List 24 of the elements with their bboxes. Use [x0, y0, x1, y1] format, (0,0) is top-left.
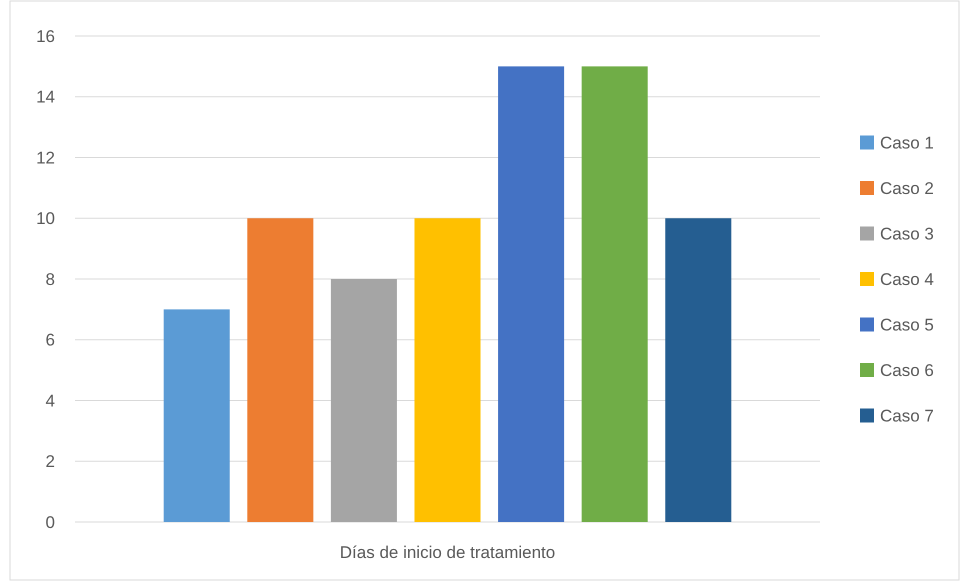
y-tick-label: 0	[46, 512, 55, 532]
legend-label: Caso 6	[880, 360, 934, 380]
bar	[330, 279, 397, 522]
legend-label: Caso 2	[880, 178, 934, 198]
y-tick-label: 10	[36, 209, 55, 228]
y-tick-label: 14	[36, 88, 55, 107]
y-tick-label: 8	[46, 270, 55, 289]
y-tick-label: 16	[36, 26, 55, 46]
legend-label: Caso 5	[880, 315, 934, 334]
legend-label: Caso 4	[880, 270, 934, 289]
y-tick-label: 4	[46, 391, 55, 410]
bar	[498, 66, 564, 522]
bar	[414, 218, 481, 522]
legend-label: Caso 7	[880, 406, 934, 426]
bar	[164, 309, 230, 522]
y-tick-label: 12	[36, 148, 55, 168]
bar	[665, 218, 732, 522]
y-tick-label: 2	[46, 452, 55, 472]
legend-label: Caso 3	[880, 224, 934, 244]
y-tick-label: 6	[46, 330, 55, 350]
bar	[247, 218, 314, 522]
x-tick-label: Días de inicio de tratamiento	[340, 543, 556, 562]
legend-label: Caso 1	[880, 133, 934, 152]
bar	[582, 66, 648, 522]
